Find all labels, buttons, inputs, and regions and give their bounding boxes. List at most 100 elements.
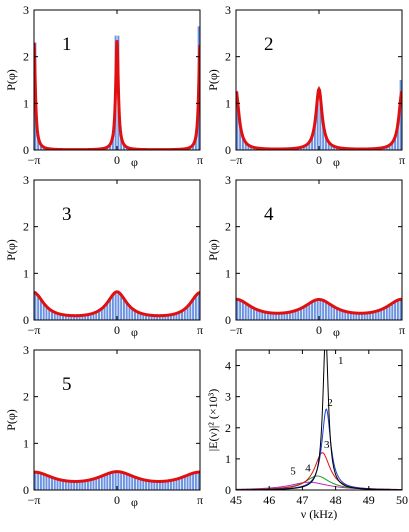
fit-curve <box>236 297 402 315</box>
x-tick-label: 0 <box>316 153 322 167</box>
histogram-bar <box>62 479 65 490</box>
y-tick-label: 4 <box>225 359 231 373</box>
panel-label: 1 <box>62 34 72 55</box>
histogram-bar <box>396 123 399 150</box>
histogram-bar <box>120 296 123 320</box>
histogram-bar <box>358 313 361 320</box>
histogram-bar <box>131 475 134 490</box>
histogram-bar <box>158 315 161 320</box>
histogram-bar <box>247 145 250 150</box>
histogram-bar <box>78 315 81 320</box>
histogram-bar <box>291 311 294 320</box>
histogram-bar <box>275 313 278 320</box>
x-axis-label: φ <box>131 325 138 339</box>
x-tick-label: −π <box>28 323 41 337</box>
plot-frame <box>33 179 201 321</box>
histogram-bar <box>86 314 89 320</box>
histogram-bar <box>128 306 131 320</box>
histogram-bar <box>37 472 40 490</box>
x-tick-label: π <box>197 493 203 507</box>
histogram-bar <box>136 312 139 320</box>
x-tick-label: π <box>399 323 405 337</box>
histogram-bar <box>272 312 275 320</box>
histogram-bar <box>269 313 272 320</box>
histogram-bar <box>100 308 103 320</box>
histogram-bar <box>374 311 377 320</box>
histogram-bar <box>73 481 76 490</box>
histogram-bar <box>39 472 42 490</box>
panel-label: 2 <box>264 34 274 55</box>
histogram-bar <box>139 479 142 490</box>
x-tick-label: 0 <box>114 153 120 167</box>
plot-frame <box>235 9 403 151</box>
histogram-bar <box>399 80 402 150</box>
y-tick-label: 2 <box>225 50 231 64</box>
y-tick-label: 0 <box>23 143 29 157</box>
series-line-4 <box>236 475 402 490</box>
histogram-bar <box>156 481 159 490</box>
y-tick-label: 3 <box>225 3 231 17</box>
histogram-bar <box>341 310 344 320</box>
histogram-bar <box>360 313 363 320</box>
histogram-bar <box>197 471 200 490</box>
series-label-2: 2 <box>327 397 333 409</box>
histogram-bar <box>391 303 394 320</box>
x-tick-label: 0 <box>114 493 120 507</box>
histogram-bar <box>39 144 42 150</box>
histogram-bar <box>302 146 305 150</box>
histogram-bar <box>84 315 87 320</box>
y-tick-label: 0 <box>225 313 231 327</box>
histogram-bar <box>385 305 388 320</box>
series-label-4: 4 <box>305 462 311 474</box>
histogram-bar <box>147 314 150 320</box>
histogram-bar <box>98 476 100 490</box>
y-tick-label: 2 <box>23 50 29 64</box>
histogram-bar <box>186 306 189 320</box>
y-tick-label: 1 <box>23 266 29 280</box>
series-line-1 <box>236 350 402 490</box>
histogram-bar <box>34 291 37 320</box>
series-label-3: 3 <box>324 439 330 451</box>
y-tick-label: 3 <box>23 3 29 17</box>
fit-curve <box>236 85 402 150</box>
histogram-bar <box>114 291 117 320</box>
histogram-bar <box>244 141 247 150</box>
histogram-bar <box>120 135 123 150</box>
histogram-bar <box>42 475 45 490</box>
x-tick-label: 45 <box>230 493 242 507</box>
histogram-bar <box>158 481 161 490</box>
histogram-bar <box>255 309 258 320</box>
histogram-bar <box>305 305 308 320</box>
y-tick-label: 1 <box>225 96 231 110</box>
y-tick-label: 3 <box>23 343 29 357</box>
histogram-bar <box>128 474 131 490</box>
histogram-bar <box>122 144 125 150</box>
histogram-bar <box>51 310 53 320</box>
histogram-bar <box>394 300 397 320</box>
y-tick-label: 3 <box>23 173 29 187</box>
x-axis-label: ν (kHz) <box>301 507 337 521</box>
histogram-bar <box>266 312 269 320</box>
histogram-bar <box>89 314 92 320</box>
histogram-bar <box>111 295 114 320</box>
y-tick-label: 1 <box>23 436 29 450</box>
histogram-bar <box>197 293 200 320</box>
x-tick-label: −π <box>28 153 41 167</box>
histogram-bar <box>192 144 195 150</box>
y-axis-label: P(φ) <box>4 409 18 431</box>
histogram-bar <box>42 302 45 320</box>
histogram-bar <box>385 146 388 150</box>
histogram-bar <box>48 476 51 490</box>
histogram-bar <box>67 315 70 320</box>
x-axis-label: φ <box>131 495 138 509</box>
histogram <box>34 470 200 490</box>
histogram-bar <box>327 141 330 150</box>
plot-frame <box>33 349 201 491</box>
histogram-bar <box>194 135 197 150</box>
histogram-bar <box>153 315 156 320</box>
histogram-bar <box>294 310 297 320</box>
series-line-5 <box>236 481 402 490</box>
